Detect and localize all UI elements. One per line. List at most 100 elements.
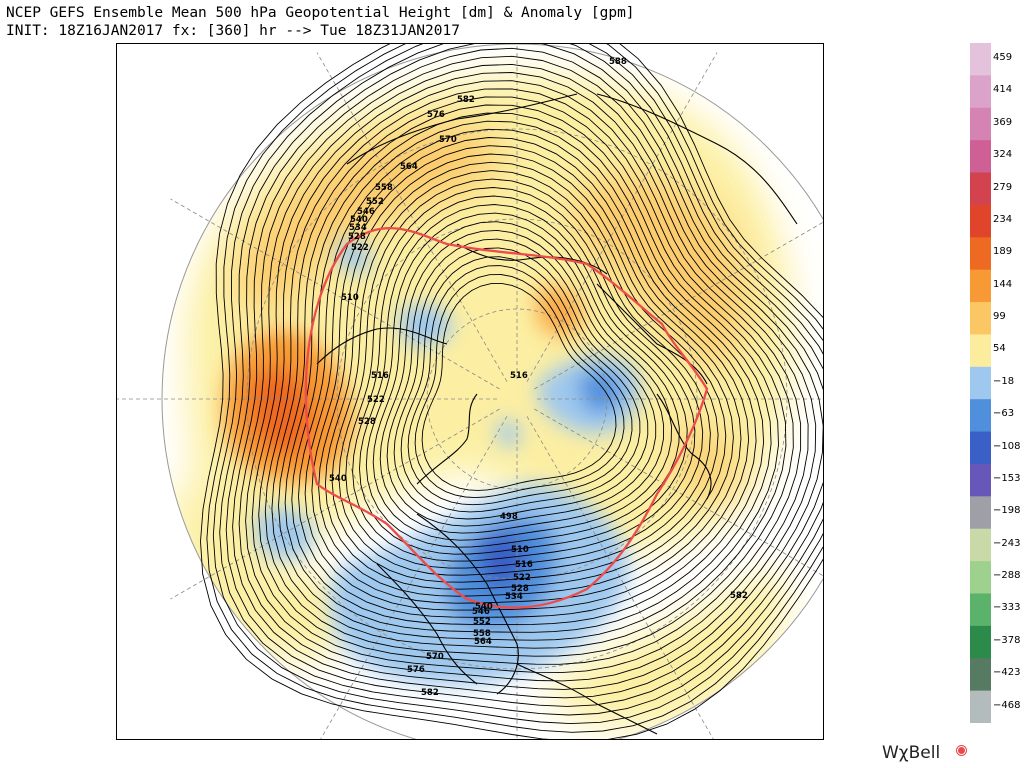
contour-label: 522 <box>513 573 531 583</box>
contour-label: 516 <box>510 371 528 381</box>
height-contour-line <box>225 44 823 707</box>
colorbar-tick-label: 189 <box>993 246 1013 258</box>
colorbar-swatch <box>970 237 991 271</box>
colorbar-tick-label: 369 <box>993 116 1013 128</box>
colorbar-swatch <box>970 302 991 335</box>
colorbar-swatch <box>970 269 991 303</box>
colorbar-tick-label: 144 <box>993 278 1013 290</box>
colorbar-swatch <box>970 463 991 497</box>
contour-label: 552 <box>366 197 384 207</box>
height-contour-line <box>331 170 719 583</box>
colorbar-swatch <box>970 690 991 723</box>
contour-label: 498 <box>500 512 518 522</box>
height-contour-line <box>414 274 625 499</box>
height-contour-line <box>379 229 665 534</box>
height-contour-line <box>278 104 779 641</box>
contour-label: 546 <box>357 207 375 217</box>
contour-label: 510 <box>511 545 529 555</box>
contour-label: 528 <box>358 417 376 427</box>
colorbar-swatch <box>970 496 991 530</box>
height-contour-line <box>359 204 688 555</box>
colorbar-tick-label: −243 <box>993 537 1021 549</box>
contour-label: 528 <box>511 584 529 594</box>
colorbar-swatch <box>970 172 991 206</box>
contour-label: 564 <box>474 637 492 647</box>
colorbar-tick-label: −468 <box>993 699 1021 711</box>
colorbar-swatch <box>970 334 991 368</box>
colorbar-tick-label: −378 <box>993 634 1021 646</box>
contour-label: 540 <box>475 602 493 612</box>
height-contour-line <box>324 161 727 590</box>
colorbar-swatch <box>970 625 991 659</box>
height-contour-line <box>400 256 641 513</box>
height-contour-line <box>338 178 711 576</box>
colorbar-tick-label: 459 <box>993 52 1013 63</box>
wxbell-logo: WχBell <box>882 743 941 763</box>
colorbar-tick-label: 414 <box>993 84 1013 96</box>
height-contours <box>200 44 823 739</box>
map-boundary <box>161 44 823 739</box>
height-contour-line <box>245 63 817 682</box>
contour-label: 522 <box>351 243 369 253</box>
colorbar-tick-label: −63 <box>993 408 1015 420</box>
meridian-line <box>526 416 714 739</box>
colorbar-swatch <box>970 658 991 692</box>
anomaly-colorbar <box>970 43 991 723</box>
height-contour-line <box>421 282 617 491</box>
contour-label: 582 <box>730 591 748 601</box>
meridian-line <box>316 52 508 382</box>
contour-label: 588 <box>609 57 627 67</box>
colorbar-swatch <box>970 204 991 238</box>
contour-label: 540 <box>329 474 347 484</box>
contour-label: 528 <box>348 232 366 242</box>
colorbar-tick-label: 324 <box>993 149 1013 161</box>
meridian-line <box>320 416 508 739</box>
contour-label: 570 <box>426 652 444 662</box>
height-contour-line <box>238 55 823 690</box>
colorbar-swatch <box>970 107 991 141</box>
height-contour-line <box>271 96 787 649</box>
wxbell-logo-dot-icon <box>957 746 966 755</box>
height-contour-line <box>407 265 633 506</box>
colorbar-tick-label: 99 <box>993 311 1006 323</box>
contour-label: 576 <box>427 110 445 120</box>
init-forecast-line: INIT: 18Z16JAN2017 fx: [360] hr --> Tue … <box>6 23 460 39</box>
colorbar-swatch <box>970 561 991 594</box>
contour-label: 582 <box>457 95 475 105</box>
height-contour-line <box>386 238 657 527</box>
height-contour-line <box>365 212 680 548</box>
colorbar-swatch <box>970 75 991 109</box>
contour-labels: 5885825765705645585525465405345285225165… <box>329 57 748 698</box>
contour-label: 552 <box>473 617 491 627</box>
colorbar-swatch <box>970 528 991 562</box>
height-contour-line <box>232 47 823 699</box>
colorbar-tick-label: 54 <box>993 343 1006 355</box>
contour-label: 546 <box>472 607 490 617</box>
height-contour-line <box>304 137 750 611</box>
colorbar-tick-label: −333 <box>993 602 1021 614</box>
colorbar-tick-label: −198 <box>993 505 1021 517</box>
meridian-line <box>534 408 823 577</box>
contour-label: 582 <box>421 688 439 698</box>
height-contour-line <box>251 72 809 674</box>
contour-label: 570 <box>439 135 457 145</box>
red-540-contour <box>304 227 709 609</box>
chart-title: NCEP GEFS Ensemble Mean 500 hPa Geopoten… <box>6 5 635 21</box>
contour-label: 540 <box>350 215 368 225</box>
height-contour-line <box>200 44 823 739</box>
height-contour-line <box>206 44 823 733</box>
colorbar-tick-label: −108 <box>993 440 1021 452</box>
colorbar-swatch <box>970 431 991 465</box>
height-contour-line <box>219 44 823 716</box>
meridian-line <box>534 221 823 390</box>
contour-label: 516 <box>515 560 533 570</box>
contour-label: 558 <box>375 183 393 193</box>
colorbar-tick-label: 279 <box>993 181 1013 193</box>
contour-label: 558 <box>473 629 491 639</box>
colorbar-tick-label: −423 <box>993 667 1021 679</box>
colorbar-tick-label: −288 <box>993 570 1021 582</box>
colorbar-tick-label: 234 <box>993 213 1013 225</box>
height-contour-line <box>311 145 742 604</box>
latitude-circle <box>246 128 788 670</box>
colorbar-swatch <box>970 43 991 76</box>
